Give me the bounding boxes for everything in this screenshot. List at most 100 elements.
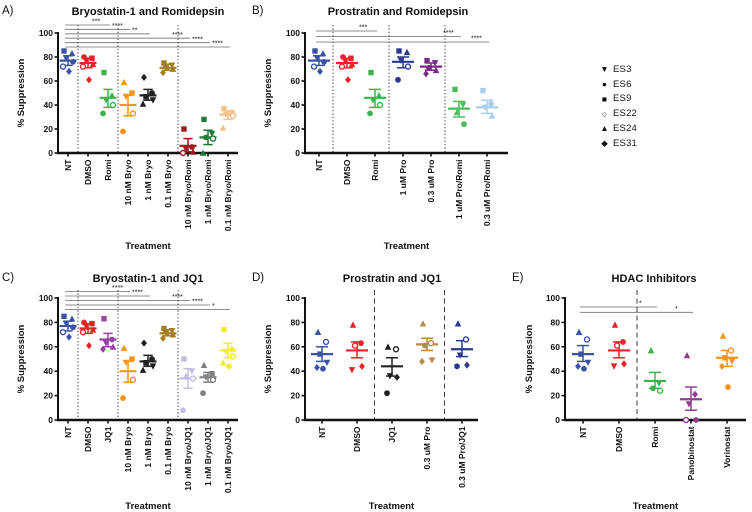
data-point-es9-square xyxy=(181,356,187,362)
data-point-es6-circle xyxy=(149,356,155,362)
legend-item-label: ES9 xyxy=(613,93,632,105)
data-point-es3-triangle-down xyxy=(584,359,592,367)
data-point-es24-triangle-up xyxy=(120,344,128,351)
data-point-es22-open-circle xyxy=(462,336,470,343)
data-point-es22-open-circle xyxy=(179,149,187,157)
data-point-es6-circle xyxy=(358,340,364,347)
data-point-es6-circle xyxy=(461,121,467,128)
y-tick-label: 40 xyxy=(44,100,54,110)
panel-a-letter: A) xyxy=(2,5,14,17)
data-point-es9-square xyxy=(143,93,149,100)
data-point-es24-triangle-up xyxy=(139,100,147,107)
legend-item-label: ES22 xyxy=(613,108,638,120)
data-point-es31-diamond xyxy=(719,362,725,370)
significance-asterisks: * xyxy=(675,306,678,313)
data-point-es24-triangle-up xyxy=(189,148,197,155)
panel-b: B) Prostratin and Romidepsin***********02… xyxy=(252,5,508,252)
legend: ▼ ES3 ● ES6 ■ ES9 ○ ES22 ▲ ES24 ◆ ES31 xyxy=(596,62,637,151)
x-tick-label: DMSO xyxy=(342,159,352,185)
significance-asterisks: *** xyxy=(92,19,100,26)
panel-d: D) Prostratin and JQ1 0 20 40 60 80 100 NT DMSO JQ… xyxy=(252,272,478,512)
data-point-es6-circle xyxy=(203,134,209,141)
data-point-es22-open-circle xyxy=(392,346,400,353)
data-point-es6-circle xyxy=(70,58,76,65)
data-point-es24-triangle-up xyxy=(384,343,392,350)
data-point-es9-square xyxy=(201,116,207,123)
y-tick-label: 60 xyxy=(44,342,54,352)
panel-d-letter: D) xyxy=(252,272,264,284)
y-tick-label: 100 xyxy=(39,28,53,38)
data-point-es6-circle xyxy=(180,407,186,414)
data-point-es31-diamond xyxy=(100,345,106,353)
data-point-es31-diamond xyxy=(66,333,72,341)
data-point-es3-triangle-down xyxy=(456,352,464,359)
data-point-es22-open-circle xyxy=(209,135,217,142)
panel-e: E) HDAC Inhibitors * * 0 20 40 60 80 100 NT DMSO Rom… xyxy=(512,272,746,512)
data-point-es22-open-circle xyxy=(229,353,237,360)
data-point-es31-diamond xyxy=(317,67,323,75)
data-point-es22-open-circle xyxy=(129,376,137,383)
data-point-es31-diamond xyxy=(464,361,470,369)
data-point-es6-circle xyxy=(149,90,155,96)
legend-item-label: ES3 xyxy=(613,63,632,75)
data-point-es31-diamond xyxy=(141,339,147,347)
data-point-es9-square xyxy=(161,60,167,66)
x-axis-title: Treatment xyxy=(633,501,679,512)
legend-item-label: ES6 xyxy=(613,78,632,90)
data-point-es3-triangle-down xyxy=(102,97,110,104)
x-axis-title: Treatment xyxy=(125,501,171,512)
data-point-es31-diamond xyxy=(359,362,365,370)
data-point-es22-open-circle xyxy=(322,338,330,346)
significance-asterisks: **** xyxy=(112,23,123,30)
data-point-es6-circle xyxy=(422,342,428,349)
data-point-es3-triangle-down xyxy=(82,57,90,64)
data-point-es22-open-circle xyxy=(376,101,384,109)
diamond-icon: ◆ xyxy=(601,138,608,149)
data-point-es24-triangle-up xyxy=(89,326,97,333)
data-point-es31-diamond xyxy=(86,341,92,350)
significance-asterisks: **** xyxy=(132,290,143,297)
legend-item-es9: ■ ES9 xyxy=(596,92,637,107)
data-point-es3-triangle-down xyxy=(168,62,176,69)
y-tick-label: 80 xyxy=(551,317,561,327)
data-point-es6-circle xyxy=(120,395,126,401)
data-point-es9-square xyxy=(61,313,67,319)
data-point-es22-open-circle xyxy=(79,63,87,70)
data-point-es24-triangle-up xyxy=(120,78,128,86)
significance-asterisks: * xyxy=(212,303,215,310)
x-tick-label: 0.3 uM Pro/JQ1 xyxy=(457,426,467,488)
y-tick-label: 80 xyxy=(44,317,54,327)
data-point-es6-circle xyxy=(163,63,169,70)
data-point-es24-triangle-up xyxy=(68,50,76,57)
data-point-es9-square xyxy=(181,126,187,132)
data-point-es3-triangle-down xyxy=(202,374,210,381)
data-point-es9-square xyxy=(61,48,67,54)
x-tick-label: JQ1 xyxy=(103,426,113,442)
x-tick-label: 10 nM Bryo/JQ1 xyxy=(183,426,193,491)
x-tick-label: Panobinostat xyxy=(686,426,696,480)
data-point-es9-square xyxy=(143,359,149,366)
y-tick-label: 0 xyxy=(48,415,53,425)
legend-item-es31: ◆ ES31 xyxy=(596,136,637,151)
y-tick-label: 80 xyxy=(291,317,301,327)
x-tick-label: 0.3 uM Pro xyxy=(422,427,432,470)
data-point-es31-diamond xyxy=(692,390,698,398)
data-point-es6-circle xyxy=(395,76,401,83)
data-point-es22-open-circle xyxy=(613,342,621,349)
data-point-es3-triangle-down xyxy=(341,57,349,64)
data-point-es22-open-circle xyxy=(727,347,735,354)
y-axis-title: % Suppression xyxy=(16,58,27,127)
data-point-es31-diamond xyxy=(229,345,235,353)
data-point-es9-square xyxy=(129,356,135,362)
x-tick-label: Romi xyxy=(370,160,380,181)
data-point-es3-triangle-down xyxy=(685,401,693,408)
data-point-es6-circle xyxy=(488,100,494,107)
x-tick-label: Romi xyxy=(103,160,113,181)
data-point-es22-open-circle xyxy=(338,63,346,70)
data-point-es9-square xyxy=(348,55,354,61)
data-point-es6-circle xyxy=(620,339,626,345)
data-point-es6-circle xyxy=(581,365,587,372)
x-axis-title: Treatment xyxy=(125,241,171,252)
y-tick-label: 20 xyxy=(291,391,301,401)
